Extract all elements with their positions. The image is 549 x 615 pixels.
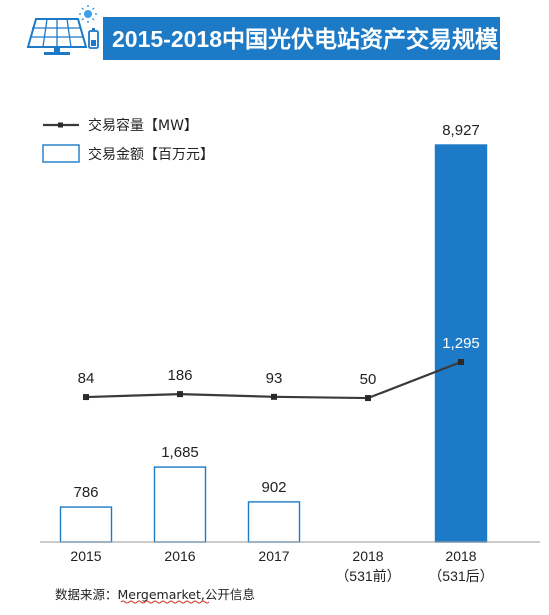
bar-value-label-0: 786 xyxy=(73,484,98,501)
bar-value-label-1: 1,685 xyxy=(161,444,199,461)
source-name: Mergemarket xyxy=(118,587,201,602)
bar-0 xyxy=(59,506,113,543)
legend: 交易容量【MW】 交易金额【百万元】 xyxy=(42,117,214,163)
legend-bar-label: 交易金额【百万元】 xyxy=(88,146,214,163)
line-point-3 xyxy=(365,395,371,402)
x-tick-line-4-1: （531后） xyxy=(428,568,493,584)
bar-value-label-2: 902 xyxy=(261,479,286,496)
x-tick-label-0: 2015 xyxy=(70,548,101,564)
bar-2 xyxy=(247,501,301,543)
line-value-label-1: 186 xyxy=(167,367,192,384)
x-tick-label-2: 2017 xyxy=(258,548,289,564)
bar-1 xyxy=(153,466,207,543)
x-tick-labels: 2015 2016 2017 2018 （531前） 2018 （531后） xyxy=(70,548,493,584)
line-series-layer xyxy=(83,359,464,402)
chart-title: 2015-2018中国光伏电站资产交易规模 xyxy=(112,26,499,52)
bars-layer xyxy=(59,144,488,543)
line-point-1 xyxy=(177,391,183,398)
solar-panel-icon xyxy=(26,5,99,55)
labels-layer: 786 1,685 902 8,927 84 186 93 50 1,295 xyxy=(73,122,479,501)
legend-bar-swatch xyxy=(42,144,80,163)
bar-4 xyxy=(434,144,488,543)
x-tick-label-1: 2016 xyxy=(164,548,195,564)
line-point-2 xyxy=(271,393,277,400)
title-band xyxy=(103,17,500,60)
source-name-underline xyxy=(120,600,210,604)
x-tick-line-2-0: 2017 xyxy=(258,548,289,564)
line-value-label-3: 50 xyxy=(360,371,377,388)
line-value-label-0: 84 xyxy=(78,370,95,387)
bar-value-label-4: 8,927 xyxy=(442,122,480,139)
source-note: 数据来源：Mergemarket,公开信息 xyxy=(55,587,255,602)
x-tick-line-3-1: （531前） xyxy=(335,568,400,584)
line-point-4 xyxy=(458,359,464,365)
source-suffix: ,公开信息 xyxy=(201,587,255,602)
line-point-0 xyxy=(83,394,89,401)
x-tick-line-3-0: 2018 xyxy=(352,548,383,564)
line-value-label-2: 93 xyxy=(266,370,283,387)
legend-line-label: 交易容量【MW】 xyxy=(88,117,198,134)
source-prefix: 数据来源： xyxy=(55,587,118,602)
line-value-label-4: 1,295 xyxy=(442,335,480,352)
x-tick-line-0-0: 2015 xyxy=(70,548,101,564)
legend-line-marker xyxy=(58,122,63,128)
x-tick-line-4-0: 2018 xyxy=(445,548,476,564)
x-tick-label-3: 2018 （531前） xyxy=(335,548,400,584)
x-tick-label-4: 2018 （531后） xyxy=(428,548,493,584)
x-tick-line-1-0: 2016 xyxy=(164,548,195,564)
